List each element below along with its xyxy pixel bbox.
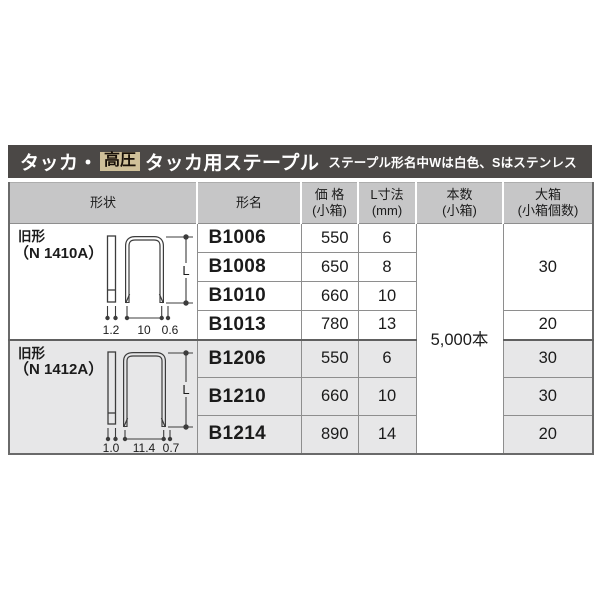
col-header-price: 価 格 (小箱) (300, 182, 358, 224)
catalog-sheet: タッカ・ 高圧 タッカ用ステープル ステープル形名中Wは白色、Sはステンレス 形… (8, 145, 594, 455)
col-header-length: L寸法 (mm) (357, 182, 416, 224)
length-cell: 6 (357, 223, 417, 253)
dim-label-l: L (182, 263, 189, 278)
price-cell: 660 (300, 281, 359, 311)
shape-cell-n1410a: 旧形 （N 1410A） (8, 223, 198, 341)
shape-cell-n1412a: 旧形 （N 1412A） (8, 339, 198, 454)
staple-diagram-n1412a: L 1.0 11.4 0.7 (103, 349, 193, 454)
shape-label: 旧形 （N 1412A） (14, 345, 104, 379)
header-row: 形状 形名 価 格 (小箱) L寸法 (mm) 本数 (小箱) 大箱 (小箱個数… (9, 182, 593, 224)
model-cell: B1013 (196, 310, 302, 341)
high-pressure-badge: 高圧 (100, 152, 141, 171)
table-row: 旧形 （N 1410A） (8, 223, 594, 454)
dim-label-right: 0.6 (162, 323, 179, 337)
title-prefix: タッカ・ (20, 153, 99, 174)
table-row: 旧形 （N 1412A） (8, 339, 594, 454)
model-cell: B1008 (196, 252, 302, 282)
table-row: B1013 780 13 20 (9, 310, 594, 341)
price-cell: 550 (300, 223, 359, 253)
quantity-cell: 5,000本 (415, 223, 504, 454)
model-cell: B1206 (196, 339, 302, 378)
staple-price-table: 形状 形名 価 格 (小箱) L寸法 (mm) 本数 (小箱) 大箱 (小箱個数… (8, 182, 594, 455)
length-cell: 10 (357, 281, 417, 311)
col-header-shape-label: 形状 (89, 195, 116, 211)
shape-label: 旧形 （N 1410A） (14, 229, 104, 262)
price-cell: 660 (300, 377, 359, 416)
carton-cell: 20 (502, 310, 594, 341)
model-cell: B1006 (196, 223, 302, 253)
length-cell: 6 (357, 339, 417, 378)
staple-diagram-n1410a: L 1.2 10 0.6 (103, 234, 193, 337)
col-header-shape: 形状 (9, 182, 197, 224)
col-header-quantity: 本数 (小箱) (415, 182, 503, 224)
carton-cell: 20 (502, 415, 594, 454)
price-cell: 550 (300, 339, 359, 378)
length-cell: 8 (357, 252, 417, 282)
carton-cell: 30 (502, 339, 594, 378)
dim-label-left: 1.2 (103, 323, 120, 337)
carton-cell: 30 (502, 377, 594, 416)
model-cell: B1210 (196, 377, 302, 416)
col-header-carton: 大箱 (小箱個数) (502, 182, 593, 224)
length-cell: 14 (357, 415, 417, 454)
title-bar: タッカ・ 高圧 タッカ用ステープル ステープル形名中Wは白色、Sはステンレス (8, 145, 592, 178)
carton-cell: 30 (502, 223, 594, 311)
price-cell: 650 (300, 252, 359, 282)
col-header-model: 形名 (196, 182, 301, 224)
table-row: B1010 660 10 (9, 281, 593, 311)
table-row: B1210 660 10 30 (9, 377, 594, 416)
col-header-model-label: 形名 (235, 195, 262, 211)
price-cell: 890 (300, 415, 359, 454)
model-cell: B1010 (196, 281, 302, 311)
title-note: ステープル形名中Wは白色、Sはステンレス (328, 156, 577, 170)
dim-label-middle: 11.4 (133, 441, 156, 454)
dim-label-l: L (182, 382, 189, 397)
dim-label-middle: 10 (137, 323, 151, 337)
table-row: B1214 890 14 20 (9, 415, 594, 454)
dim-label-right: 0.7 (163, 441, 180, 454)
length-cell: 10 (357, 377, 417, 416)
page-title: タッカ用ステープル (145, 153, 320, 174)
model-cell: B1214 (196, 415, 302, 454)
dim-label-left: 1.0 (103, 441, 120, 454)
length-cell: 13 (357, 310, 417, 341)
price-cell: 780 (300, 310, 359, 341)
